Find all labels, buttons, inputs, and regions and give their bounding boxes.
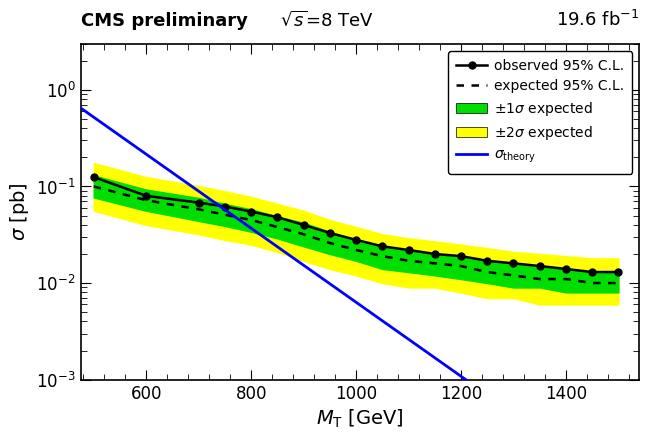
Text: CMS preliminary: CMS preliminary xyxy=(81,12,248,30)
X-axis label: $M_{\rm T}$ [GeV]: $M_{\rm T}$ [GeV] xyxy=(316,408,404,431)
Text: 19.6 fb$^{-1}$: 19.6 fb$^{-1}$ xyxy=(556,10,639,30)
Text: $\sqrt{s}$=8 TeV: $\sqrt{s}$=8 TeV xyxy=(280,11,373,30)
Legend: observed 95% C.L., expected 95% C.L., $\pm1\sigma$ expected, $\pm2\sigma$ expect: observed 95% C.L., expected 95% C.L., $\… xyxy=(448,51,632,174)
Y-axis label: $\sigma$ [pb]: $\sigma$ [pb] xyxy=(8,182,30,241)
